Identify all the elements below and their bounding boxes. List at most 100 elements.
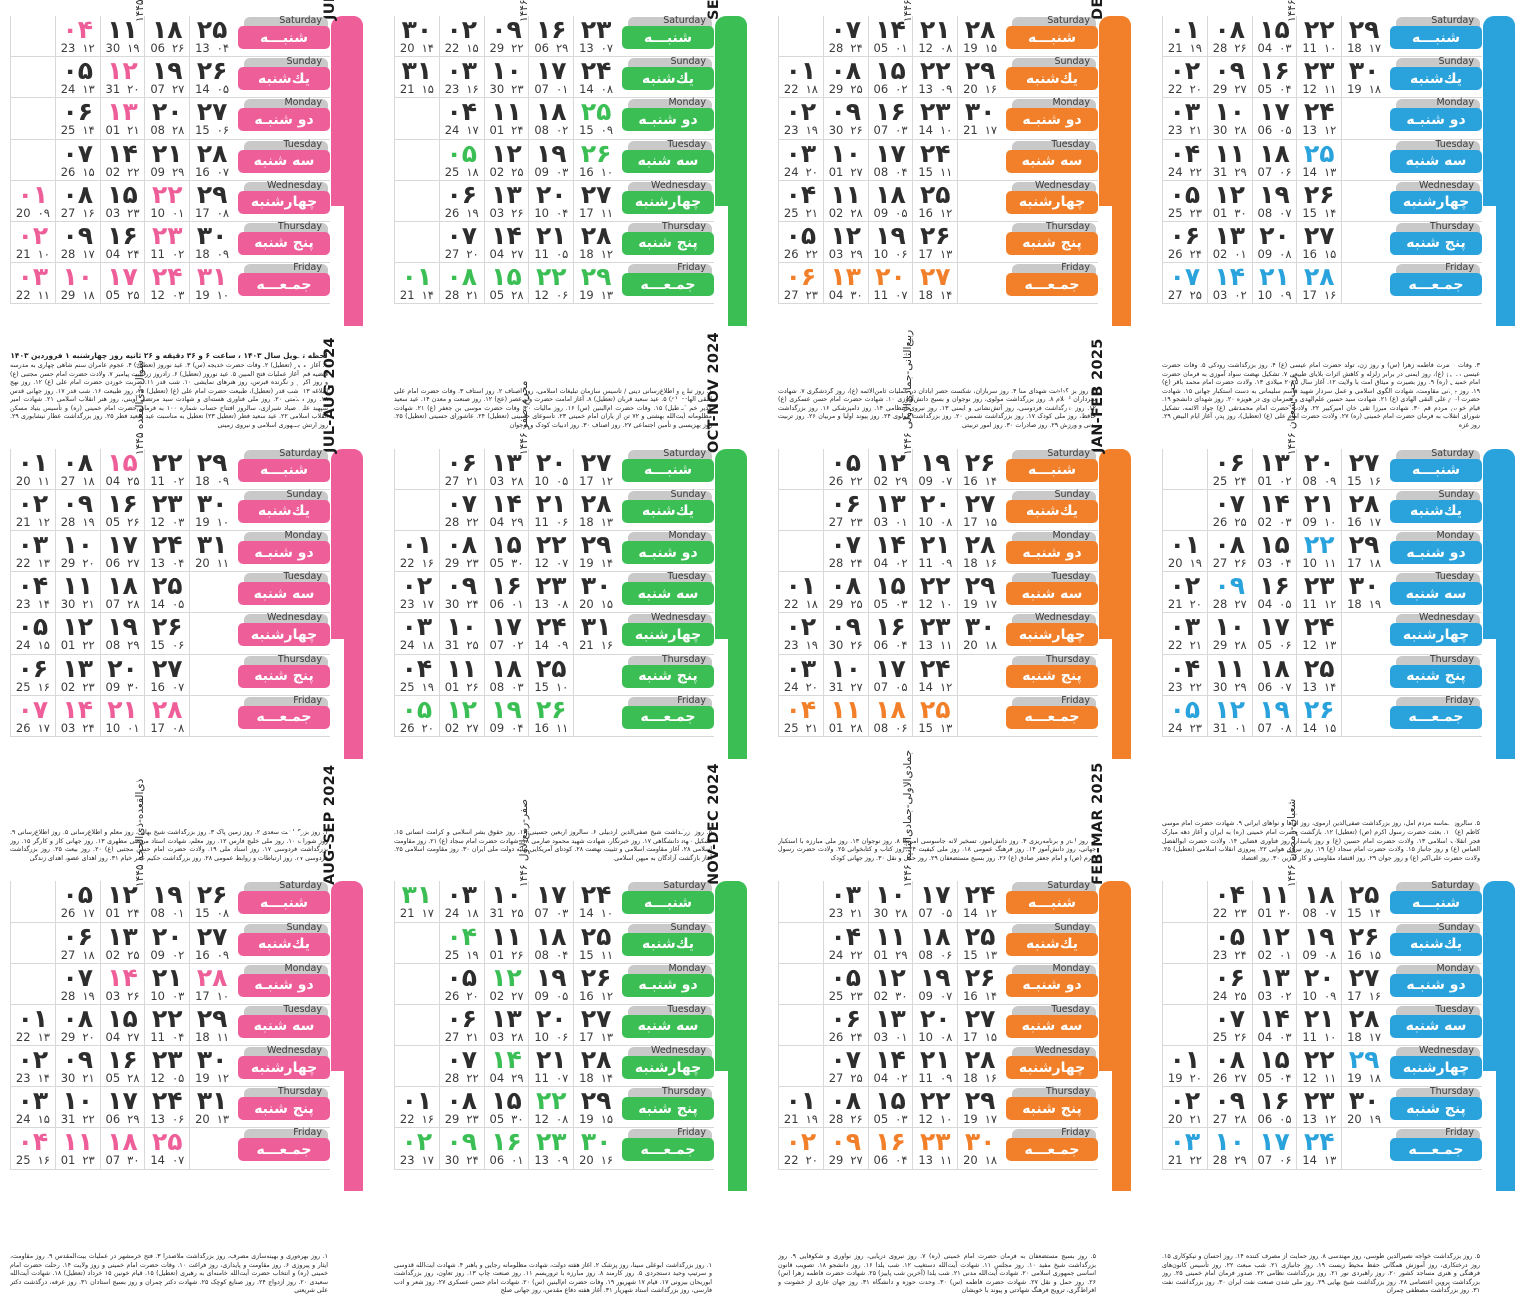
day-cell[interactable]: ۱۷ 07 ۰۵ <box>867 654 913 695</box>
day-cell[interactable]: ۲۳ 13 ۰۷ <box>573 16 618 57</box>
day-cell[interactable]: ۱۴ 03 ۲۴ <box>54 695 100 736</box>
day-cell[interactable]: ۲۵ 14 ۱۳ <box>1296 139 1341 180</box>
day-cell[interactable]: ۲۱ 10 ۰۹ <box>1251 263 1297 304</box>
day-cell[interactable]: ۲۲ 13 ۰۹ <box>912 57 957 98</box>
day-cell[interactable]: ۱۴ 04 ۲۹ <box>483 1046 529 1087</box>
day-cell[interactable]: ۲۴ 14 ۱۲ <box>912 654 957 695</box>
day-cell[interactable]: ۰۵ 26 ۲۲ <box>822 448 868 489</box>
day-cell[interactable]: ۰۶ 27 ۲۳ <box>778 263 823 304</box>
day-cell[interactable]: ۰۴ 23 ۱۴ <box>10 572 55 613</box>
day-cell[interactable]: ۰۹ 30 ۲۴ <box>438 572 484 613</box>
day-cell[interactable]: ۰۵ 26 ۲۰ <box>438 963 484 1004</box>
day-cell[interactable]: ۰۳ 23 ۱۶ <box>438 57 484 98</box>
day-cell[interactable]: ۰۱ 20 ۱۹ <box>1162 531 1207 572</box>
day-cell[interactable]: ۱۶ 06 ۰۱ <box>483 572 529 613</box>
day-cell[interactable]: ۲۴ 15 ۱۱ <box>912 139 957 180</box>
day-cell[interactable]: ۲۳ 11 ۰۲ <box>144 221 189 263</box>
day-cell[interactable]: ۲۶ 16 ۱۴ <box>957 448 1002 489</box>
day-cell[interactable]: ۲۶ 16 ۱۵ <box>1341 922 1386 963</box>
day-cell[interactable]: ۲۴ 14 ۰۸ <box>573 57 618 98</box>
day-cell[interactable]: ۳۱ 20 ۱۱ <box>189 531 234 572</box>
day-cell[interactable]: ۲۸ 18 ۱۲ <box>573 221 618 263</box>
day-cell[interactable]: ۰۱ 22 ۱۶ <box>394 1087 439 1128</box>
day-cell[interactable]: ۲۶ 16 ۱۴ <box>957 963 1002 1004</box>
day-cell[interactable]: ۰۳ 22 ۱۱ <box>10 263 55 304</box>
day-cell[interactable]: ۰۶ 25 ۱۴ <box>54 98 100 139</box>
day-cell[interactable]: ۱۱ 01 ۲۴ <box>483 98 529 139</box>
day-cell[interactable]: ۲۷ 16 ۰۷ <box>144 654 189 695</box>
day-cell[interactable]: ۰۲ 21 ۱۰ <box>10 221 55 263</box>
day-cell[interactable]: ۳۰ 19 ۱۸ <box>1341 57 1386 98</box>
day-cell[interactable]: ۰۶ 26 ۱۹ <box>438 180 484 221</box>
day-cell[interactable]: ۲۵ 15 ۱۰ <box>528 654 573 695</box>
day-cell[interactable]: ۰۴ 24 ۲۲ <box>1162 139 1207 180</box>
day-cell[interactable]: ۰۴ 25 ۲۱ <box>778 695 823 736</box>
day-cell[interactable]: ۰۵ 24 ۱۳ <box>54 57 100 98</box>
day-cell[interactable]: ۰۷ 26 ۲۵ <box>1206 489 1252 531</box>
day-cell[interactable]: ۳۰ 20 ۱۹ <box>1341 1087 1386 1128</box>
day-cell[interactable]: ۰۲ 20 ۲۱ <box>1162 1087 1207 1128</box>
day-cell[interactable]: ۱۷ 08 ۰۴ <box>867 139 913 180</box>
day-cell[interactable]: ۲۹ 19 ۱۸ <box>1341 1046 1386 1087</box>
day-cell[interactable]: ۰۳ 21 ۲۲ <box>1162 1128 1207 1169</box>
day-cell[interactable]: ۱۴ 02 ۲۲ <box>99 139 145 180</box>
day-cell[interactable]: ۲۲ 12 ۰۷ <box>528 531 573 572</box>
day-cell[interactable]: ۱۲ 02 ۲۷ <box>483 963 529 1004</box>
day-cell[interactable]: ۱۱ 02 ۲۸ <box>822 180 868 221</box>
day-cell[interactable]: ۱۶ 06 ۰۴ <box>867 613 913 654</box>
day-cell[interactable]: ۱۹ 09 ۰۳ <box>528 139 573 180</box>
day-cell[interactable]: ۱۰ 30 ۲۳ <box>483 57 529 98</box>
day-cell[interactable]: ۱۰ 29 ۱۸ <box>54 263 100 304</box>
day-cell[interactable]: ۰۹ 28 ۲۷ <box>1206 572 1252 613</box>
day-cell[interactable]: ۰۳ 23 ۲۱ <box>1162 98 1207 139</box>
day-cell[interactable]: ۱۶ 06 ۰۱ <box>483 1128 529 1169</box>
day-cell[interactable]: ۰۶ 25 ۲۴ <box>1206 448 1252 489</box>
day-cell[interactable]: ۲۸ 17 ۱۰ <box>189 963 234 1004</box>
day-cell[interactable]: ۲۶ 15 ۰۶ <box>144 613 189 654</box>
day-cell[interactable]: ۰۵ 26 ۲۲ <box>778 221 823 263</box>
day-cell[interactable]: ۰۱ 22 ۱۳ <box>10 1004 55 1046</box>
day-cell[interactable]: ۲۵ 15 ۱۳ <box>912 695 957 736</box>
day-cell[interactable]: ۱۴ 04 ۰۳ <box>1251 1004 1297 1046</box>
day-cell[interactable]: ۱۳ 02 ۲۵ <box>99 922 145 963</box>
day-cell[interactable]: ۲۲ 12 ۰۶ <box>528 263 573 304</box>
day-cell[interactable]: ۲۱ 09 ۲۹ <box>144 139 189 180</box>
day-cell[interactable]: ۲۴ 13 ۰۶ <box>144 1087 189 1128</box>
day-cell[interactable]: ۲۸ 16 ۱۷ <box>1341 489 1386 531</box>
day-cell[interactable]: ۱۱ 01 ۲۶ <box>438 654 484 695</box>
day-cell[interactable]: ۰۷ 28 ۲۴ <box>822 16 868 57</box>
day-cell[interactable]: ۲۱ 10 ۰۱ <box>99 695 145 736</box>
day-cell[interactable]: ۲۹ 19 ۱۷ <box>957 572 1002 613</box>
day-cell[interactable]: ۰۵ 23 ۲۴ <box>1206 922 1252 963</box>
day-cell[interactable]: ۰۷ 26 ۱۷ <box>10 695 55 736</box>
day-cell[interactable]: ۱۳ 03 ۰۱ <box>867 1004 913 1046</box>
day-cell[interactable]: ۱۶ 05 ۰۴ <box>1251 57 1297 98</box>
day-cell[interactable]: ۰۹ 29 ۲۷ <box>822 1128 868 1169</box>
day-cell[interactable]: ۱۷ 06 ۲۷ <box>99 531 145 572</box>
day-cell[interactable]: ۰۹ 29 ۲۲ <box>483 16 529 57</box>
day-cell[interactable]: ۱۹ 09 ۰۷ <box>912 448 957 489</box>
day-cell[interactable]: ۱۵ 04 ۲۷ <box>99 1004 145 1046</box>
day-cell[interactable]: ۱۷ 06 ۰۵ <box>1251 98 1297 139</box>
day-cell[interactable]: ۰۱ 21 ۱۴ <box>394 263 439 304</box>
day-cell[interactable]: ۰۸ 27 ۱۸ <box>54 448 100 489</box>
day-cell[interactable]: ۱۷ 05 ۲۵ <box>99 263 145 304</box>
day-cell[interactable]: ۰۶ 27 ۱۸ <box>54 922 100 963</box>
day-cell[interactable]: ۱۳ 01 ۰۲ <box>1251 448 1297 489</box>
day-cell[interactable]: ۱۱ 01 ۲۸ <box>822 695 868 736</box>
day-cell[interactable]: ۱۷ 07 ۰۶ <box>1251 1128 1297 1169</box>
day-cell[interactable]: ۰۹ 30 ۲۴ <box>438 1128 484 1169</box>
day-cell[interactable]: ۲۱ 12 ۰۸ <box>912 16 957 57</box>
day-cell[interactable]: ۰۶ 26 ۲۴ <box>1162 221 1207 263</box>
day-cell[interactable]: ۱۷ 07 ۰۳ <box>528 881 573 922</box>
day-cell[interactable]: ۲۵ 13 ۰۴ <box>189 16 234 57</box>
day-cell[interactable]: ۱۸ 06 ۰۷ <box>1251 654 1297 695</box>
day-cell[interactable]: ۲۳ 11 ۱۲ <box>1296 572 1341 613</box>
day-cell[interactable]: ۲۵ 15 ۱۱ <box>573 922 618 963</box>
day-cell[interactable]: ۲۳ 12 ۱۱ <box>1296 57 1341 98</box>
day-cell[interactable]: ۱۲ 02 ۲۹ <box>867 448 913 489</box>
day-cell[interactable]: ۱۶ 04 ۰۵ <box>1251 572 1297 613</box>
day-cell[interactable]: ۲۶ 14 ۰۵ <box>189 57 234 98</box>
day-cell[interactable]: ۲۰ 09 ۰۲ <box>144 922 189 963</box>
day-cell[interactable]: ۰۲ 22 ۱۵ <box>438 16 484 57</box>
